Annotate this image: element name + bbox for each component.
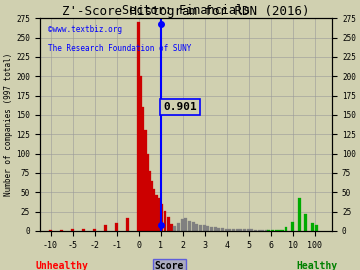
Bar [82, 229, 85, 231]
Bar [278, 230, 281, 231]
Bar [305, 214, 307, 231]
Bar [60, 230, 63, 231]
Bar [195, 224, 198, 231]
Y-axis label: Number of companies (997 total): Number of companies (997 total) [4, 53, 13, 196]
Bar [207, 226, 209, 231]
Bar [229, 229, 231, 231]
Bar [104, 225, 107, 231]
Bar [188, 221, 191, 231]
Bar [153, 189, 156, 231]
Bar [139, 76, 142, 231]
Bar [157, 198, 160, 231]
Bar [170, 224, 173, 231]
Bar [291, 222, 294, 231]
Bar [93, 229, 96, 231]
Bar [214, 227, 217, 231]
Bar [155, 195, 158, 231]
Bar [315, 225, 318, 231]
Bar [199, 225, 202, 231]
Bar [184, 218, 187, 231]
Bar [137, 22, 140, 231]
Text: Healthy: Healthy [296, 261, 337, 270]
Bar [49, 230, 52, 231]
Bar [254, 230, 257, 231]
Bar [221, 228, 224, 231]
Bar [174, 226, 176, 231]
Bar [243, 229, 246, 231]
Bar [150, 181, 153, 231]
Bar [144, 130, 147, 231]
Bar [160, 204, 163, 231]
Bar [298, 198, 301, 231]
Bar [232, 229, 235, 231]
Bar [115, 223, 118, 231]
Bar [239, 229, 242, 231]
Bar [225, 229, 228, 231]
Bar [141, 107, 144, 231]
Bar [281, 230, 284, 231]
Text: Sector: Financials: Sector: Financials [122, 4, 250, 17]
Bar [236, 229, 239, 231]
Bar [203, 225, 206, 231]
Bar [247, 229, 250, 231]
Bar [271, 230, 274, 231]
Bar [265, 230, 267, 231]
Bar [258, 230, 261, 231]
Bar [146, 154, 149, 231]
Text: Unhealthy: Unhealthy [36, 261, 89, 270]
Bar [163, 211, 166, 231]
Bar [251, 229, 253, 231]
Text: 0.901: 0.901 [163, 102, 197, 112]
Text: The Research Foundation of SUNY: The Research Foundation of SUNY [48, 44, 192, 53]
Bar [148, 171, 151, 231]
Bar [192, 222, 195, 231]
Bar [217, 228, 220, 231]
Bar [126, 218, 129, 231]
Bar [267, 230, 270, 231]
Bar [167, 217, 170, 231]
Text: Score: Score [154, 261, 184, 270]
Title: Z'-Score Histogram for RDN (2016): Z'-Score Histogram for RDN (2016) [62, 5, 310, 18]
Bar [261, 230, 264, 231]
Bar [177, 223, 180, 231]
Bar [285, 227, 287, 231]
Bar [181, 219, 184, 231]
Bar [311, 223, 314, 231]
Bar [275, 230, 278, 231]
Bar [71, 229, 74, 231]
Text: ©www.textbiz.org: ©www.textbiz.org [48, 25, 122, 33]
Bar [210, 227, 213, 231]
